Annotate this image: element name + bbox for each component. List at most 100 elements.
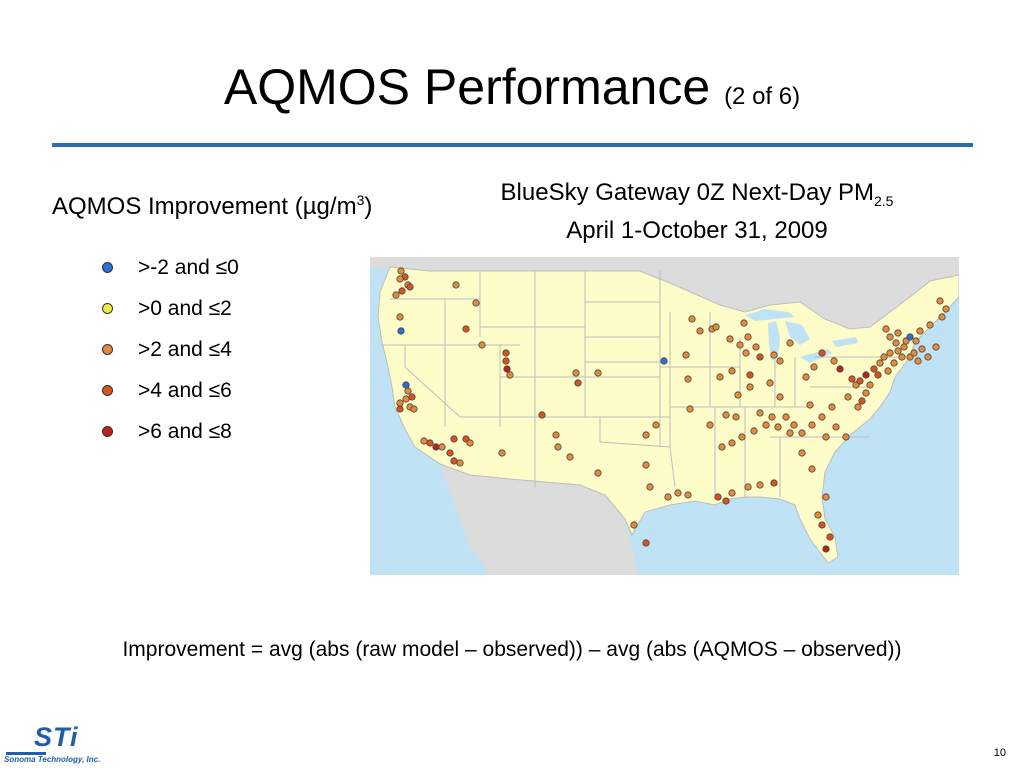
map-title-sub: 2.5: [873, 192, 894, 209]
site-marker: [898, 353, 906, 361]
site-marker: [766, 379, 774, 387]
site-marker: [574, 379, 582, 387]
site-marker: [882, 325, 890, 333]
legend-label: >2 and ≤4: [138, 338, 232, 361]
site-marker: [762, 421, 770, 429]
site-marker: [744, 333, 752, 341]
site-marker: [684, 375, 692, 383]
site-marker: [936, 297, 944, 305]
site-marker: [894, 329, 902, 337]
site-marker: [726, 335, 734, 343]
site-marker: [674, 489, 682, 497]
site-marker: [900, 343, 908, 351]
site-marker: [880, 353, 888, 361]
map-lake-ontario: [832, 337, 858, 347]
site-marker: [728, 439, 736, 447]
map-border: [404, 345, 461, 418]
site-marker: [910, 349, 918, 357]
site-marker: [456, 459, 464, 467]
site-marker: [892, 339, 900, 347]
slide-title-main: AQMOS Performance: [223, 59, 711, 115]
site-marker: [506, 371, 514, 379]
site-marker: [664, 493, 672, 501]
site-marker: [890, 359, 898, 367]
site-marker: [916, 327, 924, 335]
site-marker: [410, 405, 418, 413]
site-marker: [808, 421, 816, 429]
legend-dot: [102, 385, 113, 396]
site-marker: [734, 391, 742, 399]
site-marker: [926, 321, 934, 329]
site-marker: [688, 315, 696, 323]
site-marker: [503, 365, 511, 373]
site-marker: [706, 421, 714, 429]
site-marker: [684, 491, 692, 499]
site-marker: [894, 347, 902, 355]
site-marker: [652, 421, 660, 429]
legend-dot: [102, 426, 113, 437]
site-marker: [552, 431, 560, 439]
site-marker: [826, 533, 834, 541]
site-marker: [478, 341, 486, 349]
site-marker: [450, 457, 458, 465]
site-marker: [822, 433, 830, 441]
site-marker: [736, 341, 744, 349]
site-marker: [740, 319, 748, 327]
legend-item: >2 and ≤4: [100, 338, 360, 379]
site-marker: [818, 413, 826, 421]
map-lake-superior: [745, 309, 795, 321]
site-marker: [822, 493, 830, 501]
logo-mark: STi: [34, 722, 79, 752]
map-sites: [392, 267, 950, 553]
site-marker: [642, 431, 650, 439]
site-marker: [750, 427, 758, 435]
site-marker: [832, 423, 840, 431]
site-marker: [404, 387, 412, 395]
legend: >-2 and ≤0 >0 and ≤2 >2 and ≤4 >4 and ≤6…: [100, 256, 360, 461]
site-marker: [810, 363, 818, 371]
site-marker: [862, 371, 870, 379]
improvement-formula: Improvement = avg (abs (raw model – obse…: [122, 638, 902, 661]
slide-title-sub: (2 of 6): [724, 83, 801, 110]
site-marker: [768, 413, 776, 421]
site-marker: [870, 365, 878, 373]
site-marker: [858, 397, 866, 405]
site-marker: [472, 299, 480, 307]
site-marker: [396, 399, 404, 407]
site-marker: [466, 439, 474, 447]
legend-heading-sup: 3: [356, 192, 365, 208]
site-marker: [808, 465, 816, 473]
site-marker: [438, 443, 446, 451]
site-marker: [884, 367, 892, 375]
map-title-line2: April 1-October 31, 2009: [566, 216, 828, 244]
site-marker: [396, 275, 404, 283]
site-marker: [398, 287, 406, 295]
site-marker: [402, 395, 410, 403]
site-marker: [918, 345, 926, 353]
site-marker: [566, 453, 574, 461]
legend-item: >4 and ≤6: [100, 379, 360, 420]
map-lake-michigan: [768, 321, 780, 361]
site-marker: [738, 433, 746, 441]
site-marker: [818, 521, 826, 529]
site-marker: [876, 359, 884, 367]
site-marker: [848, 375, 856, 383]
site-marker: [446, 449, 454, 457]
site-marker: [856, 377, 864, 385]
site-marker: [862, 389, 870, 397]
site-marker: [874, 371, 882, 379]
site-marker: [714, 493, 722, 501]
site-marker: [646, 483, 654, 491]
site-marker: [836, 365, 844, 373]
legend-label: >4 and ≤6: [138, 379, 232, 402]
site-marker: [932, 343, 940, 351]
site-marker: [806, 401, 814, 409]
site-marker: [790, 421, 798, 429]
legend-item: >6 and ≤8: [100, 420, 360, 461]
legend-dot: [102, 344, 113, 355]
page-number: 10: [993, 747, 1006, 759]
title-divider: [52, 143, 973, 147]
site-marker: [686, 405, 694, 413]
site-marker: [830, 357, 838, 365]
site-marker: [782, 413, 790, 421]
